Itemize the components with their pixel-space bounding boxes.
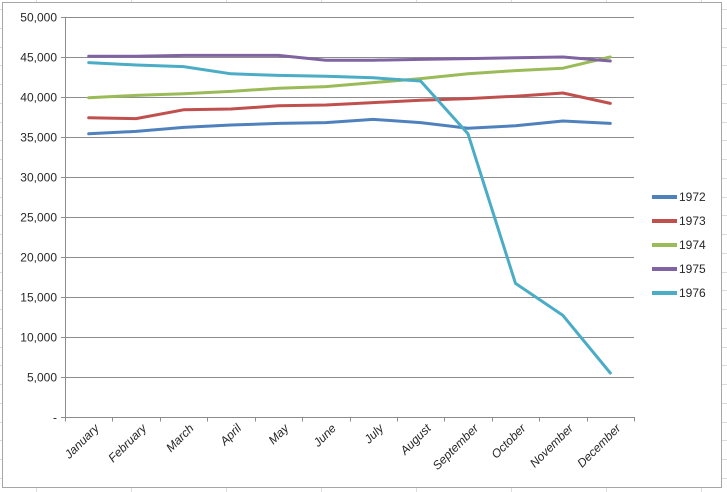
legend-item-1975[interactable]: 1975 — [652, 262, 706, 276]
legend-item-1973[interactable]: 1973 — [652, 214, 706, 228]
legend-label: 1975 — [679, 262, 706, 276]
y-axis-tick-label: 35,000 — [20, 131, 57, 145]
series-line-1976[interactable] — [87, 61, 612, 375]
gridlines — [61, 17, 634, 418]
legend-label: 1976 — [679, 286, 706, 300]
y-axis-tick-label: - — [53, 411, 57, 425]
series-line-1972[interactable] — [87, 117, 612, 136]
y-axis-tick-label: 25,000 — [20, 211, 57, 225]
y-axis-tick-label: 45,000 — [20, 51, 57, 65]
y-axis-tick-label: 15,000 — [20, 291, 57, 305]
y-axis-tick-label: 20,000 — [20, 251, 57, 265]
y-axis-tick-label: 50,000 — [20, 11, 57, 25]
series-line-1974[interactable] — [87, 55, 612, 100]
legend-label: 1973 — [679, 214, 706, 228]
chart-frame[interactable] — [2, 2, 722, 488]
legend-item-1976[interactable]: 1976 — [652, 286, 706, 300]
legend-item-1974[interactable]: 1974 — [652, 238, 706, 252]
legend-item-1972[interactable]: 1972 — [652, 190, 706, 204]
y-axis-labels: 50,000 45,000 40,000 35,000 30,000 25,000 20,0… — [20, 11, 57, 425]
series-line-1973[interactable] — [87, 91, 612, 121]
y-axis-tick-label: 40,000 — [20, 91, 57, 105]
axes — [65, 17, 635, 422]
series-line-1975[interactable] — [87, 53, 612, 63]
legend-label: 1974 — [679, 238, 706, 252]
y-axis-tick-label: 10,000 — [20, 331, 57, 345]
chart-legend: 1972 1973 1974 1975 1976 — [652, 190, 706, 300]
series-lines — [87, 53, 612, 375]
y-axis-tick-label: 5,000 — [27, 371, 57, 385]
y-axis-tick-label: 30,000 — [20, 171, 57, 185]
legend-label: 1972 — [679, 190, 706, 204]
